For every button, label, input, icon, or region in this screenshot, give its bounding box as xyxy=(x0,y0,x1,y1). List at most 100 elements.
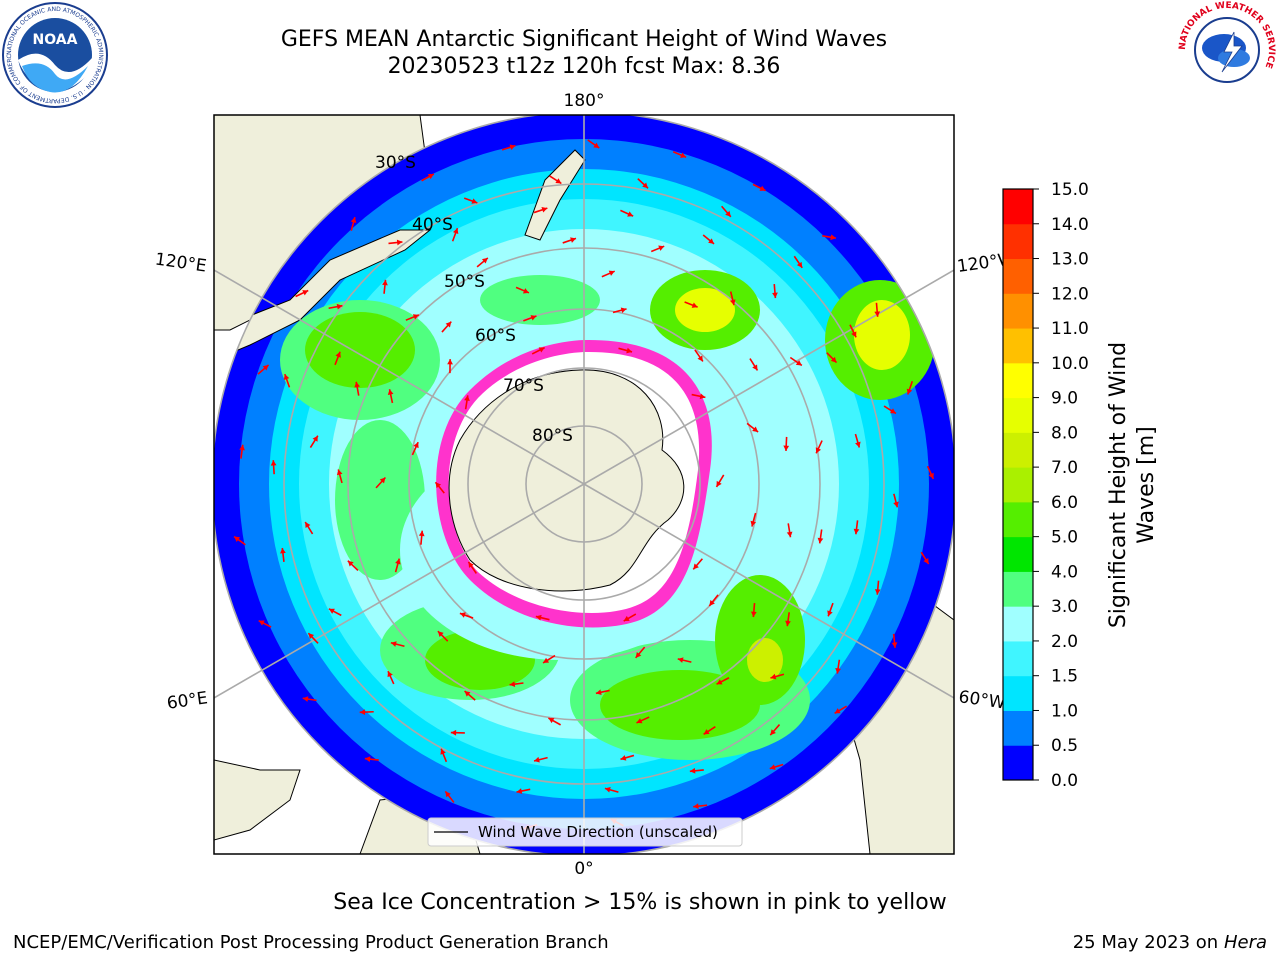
wave-arrow-head xyxy=(427,174,434,180)
madagascar-land xyxy=(214,759,301,841)
svg-text:NOAA: NOAA xyxy=(33,32,78,48)
colorbar-tick-label: 1.0 xyxy=(1051,701,1078,721)
wave-arrow-head xyxy=(305,521,311,528)
wave-arrow-head xyxy=(390,641,397,647)
colorbar-tick-label: 6.0 xyxy=(1051,493,1078,513)
colorbar-swatch xyxy=(1003,189,1033,225)
colorbar-tick-label: 15.0 xyxy=(1051,180,1089,200)
colorbar-label: Significant Height of Wind Waves [m] xyxy=(1106,342,1159,628)
wave-arrow-head xyxy=(522,288,529,294)
colorbar-swatch xyxy=(1003,328,1033,364)
wave-arrow-head xyxy=(270,460,277,466)
wave-arrow-head xyxy=(923,558,929,565)
wave-arrow-head xyxy=(354,381,360,388)
wave-arrow-head xyxy=(620,307,627,314)
wave-arrow-head xyxy=(604,786,611,793)
colorbar-swatch xyxy=(1003,293,1033,329)
noaa-logo: NATIONAL OCEANIC AND ATMOSPHERIC ADMINIS… xyxy=(0,0,108,108)
lon-label-60e: 60°E xyxy=(166,688,209,713)
wave-arrow-head xyxy=(516,788,523,794)
wave-arrow-head xyxy=(538,347,545,353)
lon-label-0: 0° xyxy=(574,859,593,879)
wave-arrow-head xyxy=(534,756,540,763)
colorbar-tick-label: 0.5 xyxy=(1051,736,1078,756)
lat-label-60s: 60°S xyxy=(475,326,516,346)
machine-name: Hera xyxy=(1223,932,1267,953)
wave-arrow-head xyxy=(691,302,698,308)
wave-arrow-head xyxy=(620,755,627,761)
wave-arrow-head xyxy=(677,657,684,663)
wave-arrow-head xyxy=(312,435,318,442)
wave-arrow-head xyxy=(364,756,371,762)
wave-arrow-head xyxy=(234,536,241,542)
wave-arrow-head xyxy=(759,185,766,191)
colorbar-border xyxy=(1002,188,1034,781)
colorbar-tick-label: 5.0 xyxy=(1051,528,1078,548)
wave-arrow-head xyxy=(785,620,791,627)
wave-arrow-head xyxy=(509,144,516,150)
wave-arrow-head xyxy=(815,447,822,454)
antarctica-land xyxy=(448,369,685,592)
wave-arrow-head xyxy=(893,501,899,508)
colorbar-swatch xyxy=(1003,571,1033,607)
map-frame xyxy=(213,114,955,855)
wave-arrow-head xyxy=(471,198,478,204)
wave-arrow-head xyxy=(464,395,470,402)
wave-arrow-head xyxy=(635,651,642,658)
colorbar-swatch xyxy=(1003,362,1033,399)
wave-arrow-head xyxy=(796,261,803,268)
wave-arrow-head xyxy=(445,321,452,328)
wave-arrow-head xyxy=(889,408,896,414)
wave-arrow-head xyxy=(541,207,548,213)
wave-arrow-head xyxy=(769,764,776,770)
colorbar-tick-label: 7.0 xyxy=(1051,458,1078,478)
wave-arrow-head xyxy=(772,292,778,299)
wave-arrow-head xyxy=(418,530,425,537)
colorbar-tick-label: 10.0 xyxy=(1051,354,1089,374)
colorbar-swatch xyxy=(1003,432,1033,468)
wave-arrow-head xyxy=(440,748,446,755)
wave-arrow-head xyxy=(280,547,286,554)
wave-arrow-head xyxy=(636,718,643,724)
wave-arrow-head xyxy=(750,611,757,618)
wave-arrow-head xyxy=(716,480,722,487)
wave-arrow-head xyxy=(308,633,315,639)
colorbar-swatch xyxy=(1003,223,1033,260)
wave-arrow-head xyxy=(396,239,403,246)
wave-arrow-head xyxy=(689,767,696,774)
wave-arrow-head xyxy=(481,257,488,264)
colorbar-swatch xyxy=(1003,258,1033,294)
colorbar-ticks: 0.0 0.5 1.0 1.5 2.0 3.0 4.0 5.0 6.0 7.0 8.0 9.0 10.0… xyxy=(1033,180,1089,791)
wave-arrow-head xyxy=(450,729,457,736)
wave-arrow-head xyxy=(725,210,731,217)
wave-arrow-head xyxy=(413,442,419,449)
wave-arrow-head xyxy=(347,560,354,567)
colorbar-tick-label: 4.0 xyxy=(1051,562,1078,582)
wave-arrow-head xyxy=(693,803,699,810)
colorbar-tick-label: 14.0 xyxy=(1051,215,1089,235)
wave-arrow-head xyxy=(445,791,451,798)
wave-arrow-head xyxy=(627,211,634,217)
credit-text: NCEP/EMC/Verification Post Processing Pr… xyxy=(13,932,609,953)
colorbar-swatch xyxy=(1003,745,1033,781)
wave-arrow-head xyxy=(835,667,841,674)
wave-arrow-head xyxy=(729,299,736,306)
sea-ice-note: Sea Ice Concentration > 15% is shown in … xyxy=(333,890,947,915)
wave-arrow-head xyxy=(817,537,824,544)
wave-arrow-head xyxy=(770,729,776,736)
wave-arrow-head xyxy=(447,359,453,365)
lon-label-60w: 60°W xyxy=(957,687,1006,713)
wave-arrow-head xyxy=(593,142,600,149)
wave-arrow-head xyxy=(752,364,758,371)
wave-arrow-head xyxy=(335,351,341,358)
wave-arrow-head xyxy=(851,331,857,338)
svg-text:Significant Height of Wind: Significant Height of Wind xyxy=(1106,342,1131,628)
wave-arrow-head xyxy=(853,528,860,535)
wave-arrow-head xyxy=(697,355,703,362)
wave-arrow-head xyxy=(874,311,881,317)
colorbar-tick-label: 1.5 xyxy=(1051,667,1078,687)
chart-title: GEFS MEAN Antarctic Significant Height o… xyxy=(280,27,888,52)
wave-arrow-head xyxy=(928,472,934,479)
wave-arrow-head xyxy=(570,237,576,243)
